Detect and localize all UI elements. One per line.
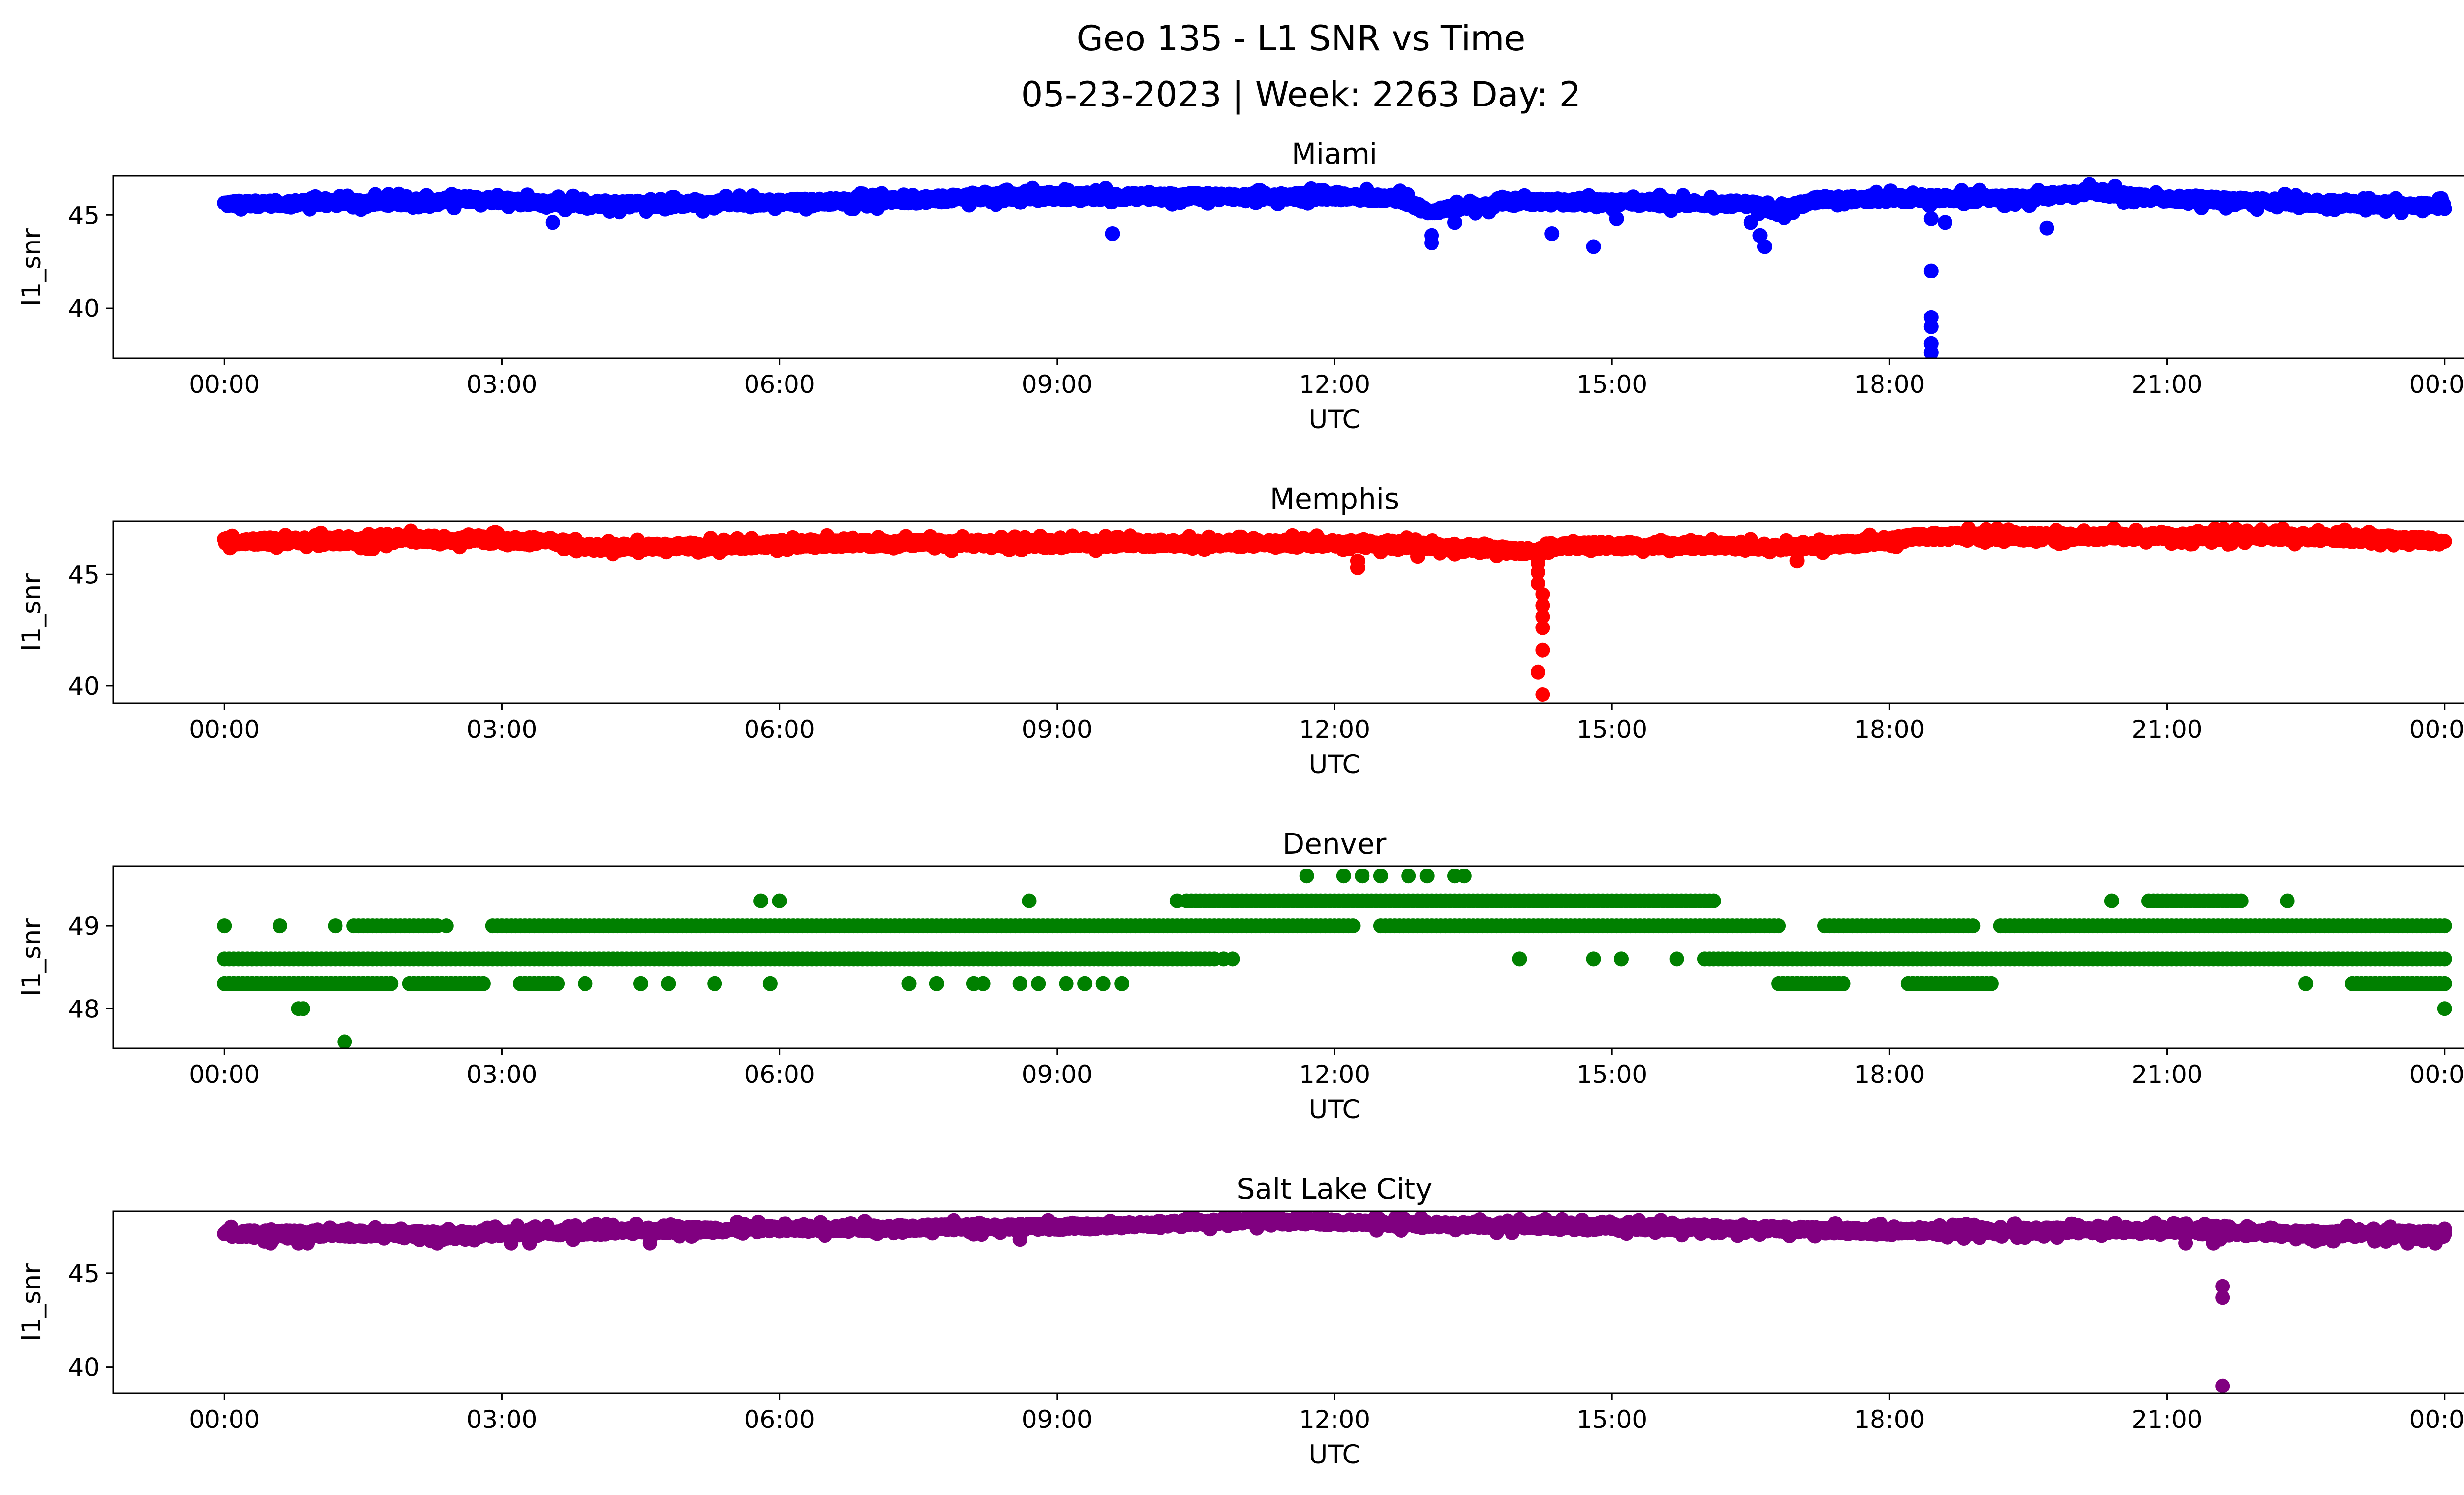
data-point (1535, 642, 1550, 658)
data-point (1535, 598, 1550, 613)
data-point (2437, 201, 2452, 216)
y-tick-label: 40 (68, 672, 100, 700)
data-point (1447, 547, 1462, 562)
data-point (1535, 609, 1550, 624)
subplots: Miami 00:00 03:00 06:00 09:00 12:00 15:00 18:00… (17, 137, 2464, 1470)
subplot-title: Denver (1283, 827, 1387, 861)
x-tick-label: 00:00 (189, 715, 260, 744)
data-point (1789, 554, 1805, 569)
y-axis-label: l1_snr (17, 228, 47, 306)
y-axis-label: l1_snr (17, 573, 47, 651)
data-point (1923, 211, 1939, 226)
data-point (1350, 560, 1365, 575)
data-point (1923, 345, 1939, 358)
data-point (1752, 228, 1768, 243)
data-point (1531, 576, 1545, 591)
x-tick-label: 21:00 (2131, 715, 2202, 744)
data-point (1535, 620, 1550, 635)
x-tick-label: 18:00 (1854, 715, 1925, 744)
figure-title-line1: Geo 135 - L1 SNR vs Time (1077, 18, 1526, 59)
y-tick-label: 45 (68, 201, 100, 230)
data-point (2437, 534, 2452, 549)
data-point (1531, 564, 1545, 580)
data-point (1757, 239, 1772, 254)
data-point (1447, 215, 1462, 230)
x-tick-label: 21:00 (2131, 370, 2202, 399)
data-point (1373, 545, 1388, 560)
x-tick-label: 03:00 (466, 715, 537, 744)
data-point (1586, 239, 1601, 254)
data-points (217, 521, 2452, 702)
x-tick-label: 12:00 (1299, 370, 1370, 399)
data-point (1544, 226, 1560, 241)
subplot-title: Memphis (1270, 482, 1399, 516)
data-point (545, 215, 560, 230)
x-tick-label: 00:00 (2409, 370, 2464, 399)
data-point (1609, 211, 1624, 226)
x-tick-label: 06:00 (744, 715, 815, 744)
x-tick-label: 00:00 (189, 370, 260, 399)
subplot-title: Miami (1292, 137, 1377, 171)
x-tick-label: 09:00 (1022, 715, 1093, 744)
data-point (1531, 664, 1545, 680)
data-point (1743, 215, 1758, 230)
x-axis-label: UTC (1308, 750, 1360, 780)
subplot-miami: Miami 00:00 03:00 06:00 09:00 12:00 15:00 18:00… (17, 137, 2464, 435)
data-point (2039, 220, 2054, 236)
x-tick-label: 15:00 (1576, 370, 1647, 399)
y-tick-label: 40 (68, 294, 100, 323)
x-tick-label: 15:00 (1576, 715, 1647, 744)
x-tick-label: 12:00 (1299, 715, 1370, 744)
data-point (1938, 215, 1952, 230)
figure-title-line2: 05-23-2023 | Week: 2263 Day: 2 (1021, 74, 1581, 115)
x-axis-label: UTC (1308, 405, 1360, 435)
data-point (1424, 235, 1439, 250)
x-tick-label: 03:00 (466, 370, 537, 399)
data-point (1410, 549, 1425, 564)
x-tick-label: 00:00 (2409, 715, 2464, 744)
subplot-memphis: Memphis 00:00 03:00 06:00 09:00 12:00 15:00 18:… (17, 482, 2464, 780)
data-point (1535, 687, 1550, 702)
data-point (1105, 226, 1120, 241)
x-tick-label: 06:00 (744, 370, 815, 399)
data-points (217, 177, 2452, 358)
y-tick-label: 45 (68, 560, 100, 589)
x-tick-label: 18:00 (1854, 370, 1925, 399)
data-point (1923, 263, 1939, 278)
data-point (1535, 587, 1550, 602)
data-point (1923, 319, 1939, 334)
x-tick-label: 09:00 (1022, 370, 1093, 399)
data-points (217, 869, 2452, 1048)
